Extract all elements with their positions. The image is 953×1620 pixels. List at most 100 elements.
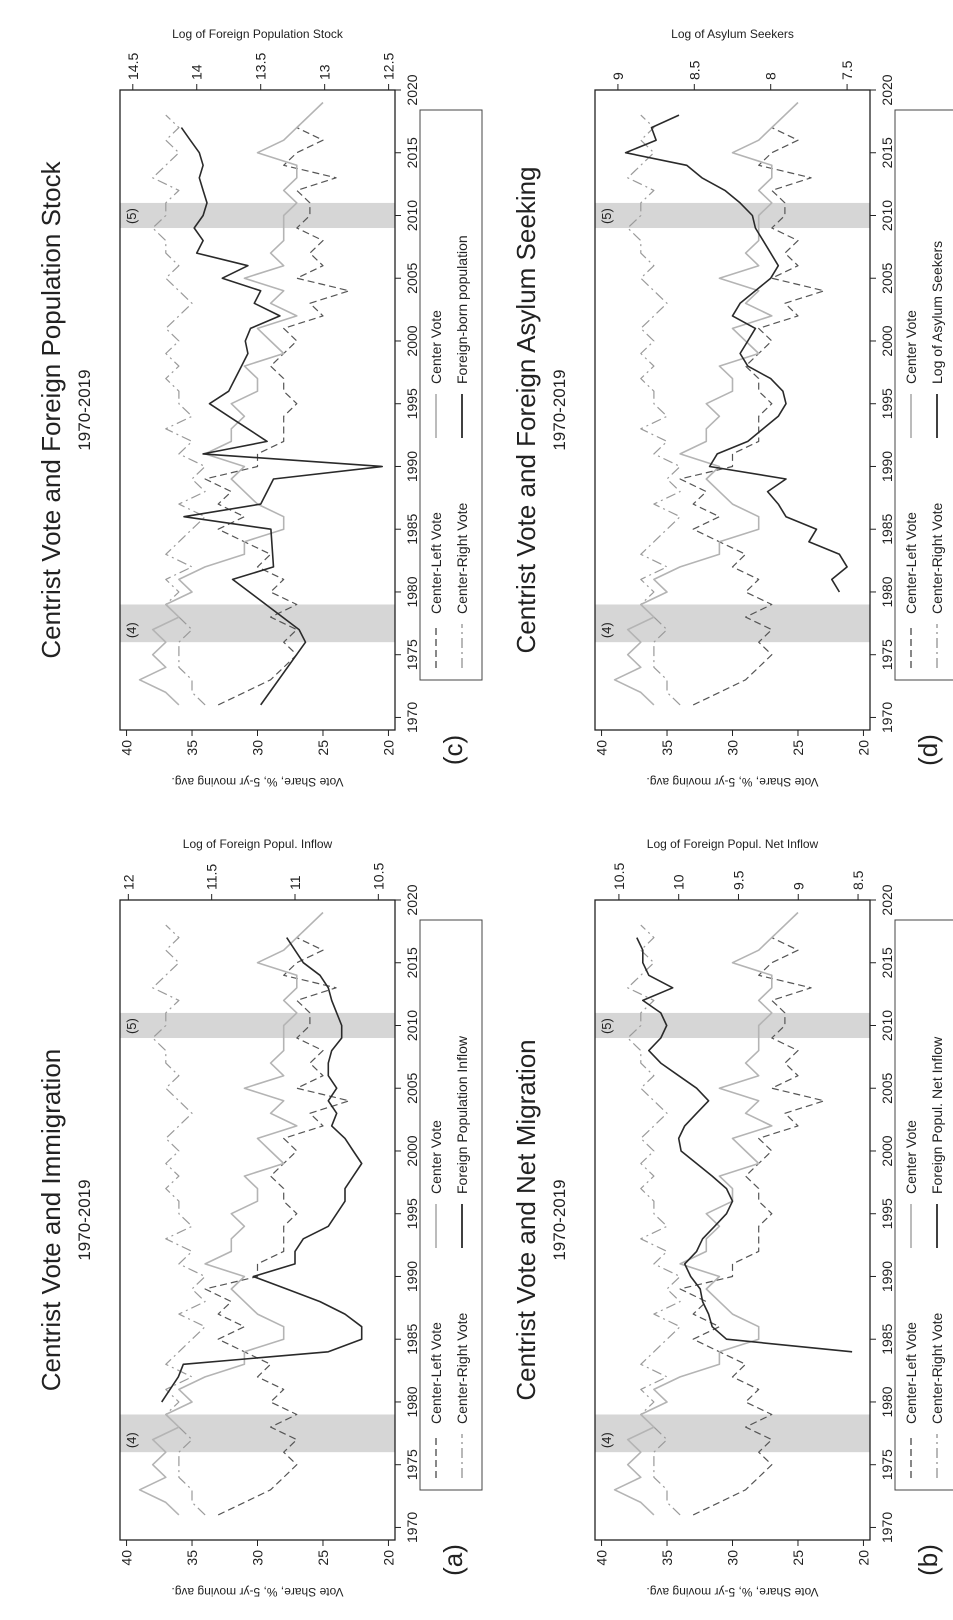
- legend-item-label: Center-Left Vote: [903, 512, 919, 614]
- x-tick-label: 1985: [404, 513, 420, 544]
- x-tick-label: 1980: [404, 576, 420, 607]
- y2-axis-label: Log of Foreign Popul. Net Inflow: [647, 837, 819, 851]
- y2-tick-label: 11: [287, 875, 303, 890]
- x-tick-label: 2005: [404, 1072, 420, 1103]
- x-tick-label: 2020: [879, 884, 895, 915]
- legend-item-label: Center-Left Vote: [428, 512, 444, 614]
- x-tick-label: 2020: [404, 74, 420, 105]
- shaded-period-label: (4): [124, 1432, 139, 1448]
- shaded-period-label: (4): [599, 1432, 614, 1448]
- x-tick-label: 1975: [879, 1449, 895, 1480]
- x-tick-label: 2000: [879, 1135, 895, 1166]
- series-line: [138, 101, 324, 706]
- legend-item-label: Center-Left Vote: [428, 1322, 444, 1424]
- y2-tick-label: 10.5: [370, 863, 386, 890]
- legend-box: [894, 919, 953, 1491]
- series-line: [204, 924, 350, 1516]
- panel-label: (a): [438, 1544, 468, 1576]
- legend-box: [419, 109, 483, 681]
- y-tick-label: 40: [594, 740, 610, 756]
- y-tick-label: 35: [659, 740, 675, 756]
- y-tick-label: 40: [119, 740, 135, 756]
- panel-label: (d): [913, 734, 943, 766]
- legend-item-label: Foreign Popul. Net Inflow: [929, 1036, 945, 1194]
- y2-tick-label: 8: [763, 72, 779, 80]
- x-tick-label: 1970: [879, 1512, 895, 1543]
- y2-tick-label: 8.5: [686, 60, 702, 80]
- x-tick-label: 2010: [879, 1010, 895, 1041]
- y-tick-label: 35: [659, 1550, 675, 1566]
- y-tick-label: 40: [119, 1550, 135, 1566]
- chart-title: Centrist Vote and Net Migration: [511, 1039, 541, 1400]
- x-tick-label: 1985: [879, 1323, 895, 1354]
- shaded-period: [595, 1012, 870, 1039]
- y-axis-label: Vote Share, %, 5-yr moving avg.: [646, 1585, 818, 1599]
- x-tick-label: 2015: [404, 137, 420, 168]
- x-tick-label: 2000: [404, 325, 420, 356]
- y2-tick-label: 10.5: [611, 863, 627, 890]
- legend-item-label: Center Vote: [428, 310, 444, 384]
- series-line: [613, 911, 799, 1516]
- y2-tick-label: 10: [671, 874, 687, 890]
- shaded-period: [120, 604, 395, 643]
- x-tick-label: 1995: [879, 1198, 895, 1229]
- x-tick-label: 1970: [879, 702, 895, 733]
- shaded-period-label: (5): [124, 1018, 139, 1034]
- x-tick-label: 2005: [879, 1072, 895, 1103]
- x-tick-label: 1980: [879, 1386, 895, 1417]
- y2-tick-label: 9: [790, 882, 806, 890]
- y2-axis-label: Log of Foreign Population Stock: [172, 27, 344, 41]
- y2-tick-label: 12: [120, 874, 136, 890]
- shaded-period: [595, 604, 870, 643]
- y-axis-label: Vote Share, %, 5-yr moving avg.: [646, 775, 818, 789]
- series-line: [679, 924, 825, 1516]
- legend-item-label: Foreign-born population: [454, 235, 470, 384]
- chart-panel-c: Centrist Vote and Foreign Population Sto…: [36, 27, 483, 789]
- x-tick-label: 2010: [404, 1010, 420, 1041]
- x-tick-label: 1990: [404, 1261, 420, 1292]
- shaded-period-label: (5): [599, 208, 614, 224]
- legend-box: [419, 919, 483, 1491]
- y-tick-label: 30: [725, 1550, 741, 1566]
- legend-item-label: Center Vote: [903, 1120, 919, 1194]
- legend-item-label: Center Vote: [428, 1120, 444, 1194]
- panel-label: (c): [438, 735, 468, 765]
- y2-tick-label: 9: [610, 72, 626, 80]
- y-tick-label: 25: [790, 1550, 806, 1566]
- series-line: [624, 114, 848, 593]
- chart-subtitle: 1970-2019: [550, 1179, 569, 1260]
- y-tick-label: 20: [855, 1550, 871, 1566]
- legend-item-label: Center-Left Vote: [903, 1322, 919, 1424]
- y-tick-label: 20: [380, 740, 396, 756]
- y-tick-label: 20: [380, 1550, 396, 1566]
- y-tick-label: 25: [790, 740, 806, 756]
- shaded-period: [120, 1414, 395, 1453]
- x-tick-label: 2020: [879, 74, 895, 105]
- y2-axis-label: Log of Foreign Popul. Inflow: [183, 837, 333, 851]
- series-line: [180, 127, 384, 706]
- x-tick-label: 2015: [879, 947, 895, 978]
- series-line: [679, 114, 825, 706]
- legend-item-label: Center-Right Vote: [929, 1313, 945, 1424]
- x-tick-label: 1980: [404, 1386, 420, 1417]
- y2-tick-label: 14.5: [125, 53, 141, 80]
- chart-title: Centrist Vote and Immigration: [36, 1049, 66, 1392]
- x-tick-label: 1975: [404, 1449, 420, 1480]
- x-tick-label: 2000: [879, 325, 895, 356]
- chart-subtitle: 1970-2019: [75, 1179, 94, 1260]
- x-tick-label: 1980: [879, 576, 895, 607]
- x-tick-label: 1985: [879, 513, 895, 544]
- y-axis-label: Vote Share, %, 5-yr moving avg.: [171, 775, 343, 789]
- y2-tick-label: 11.5: [204, 864, 220, 890]
- legend-item-label: Center-Right Vote: [454, 503, 470, 614]
- series-line: [161, 937, 363, 1403]
- y2-tick-label: 12.5: [381, 53, 397, 80]
- y-tick-label: 20: [855, 740, 871, 756]
- series-line: [138, 911, 324, 1516]
- chart-panel-b: Centrist Vote and Net Migration 1970-2019…: [511, 837, 953, 1599]
- y-tick-label: 25: [315, 1550, 331, 1566]
- y2-axis-label: Log of Asylum Seekers: [671, 27, 794, 41]
